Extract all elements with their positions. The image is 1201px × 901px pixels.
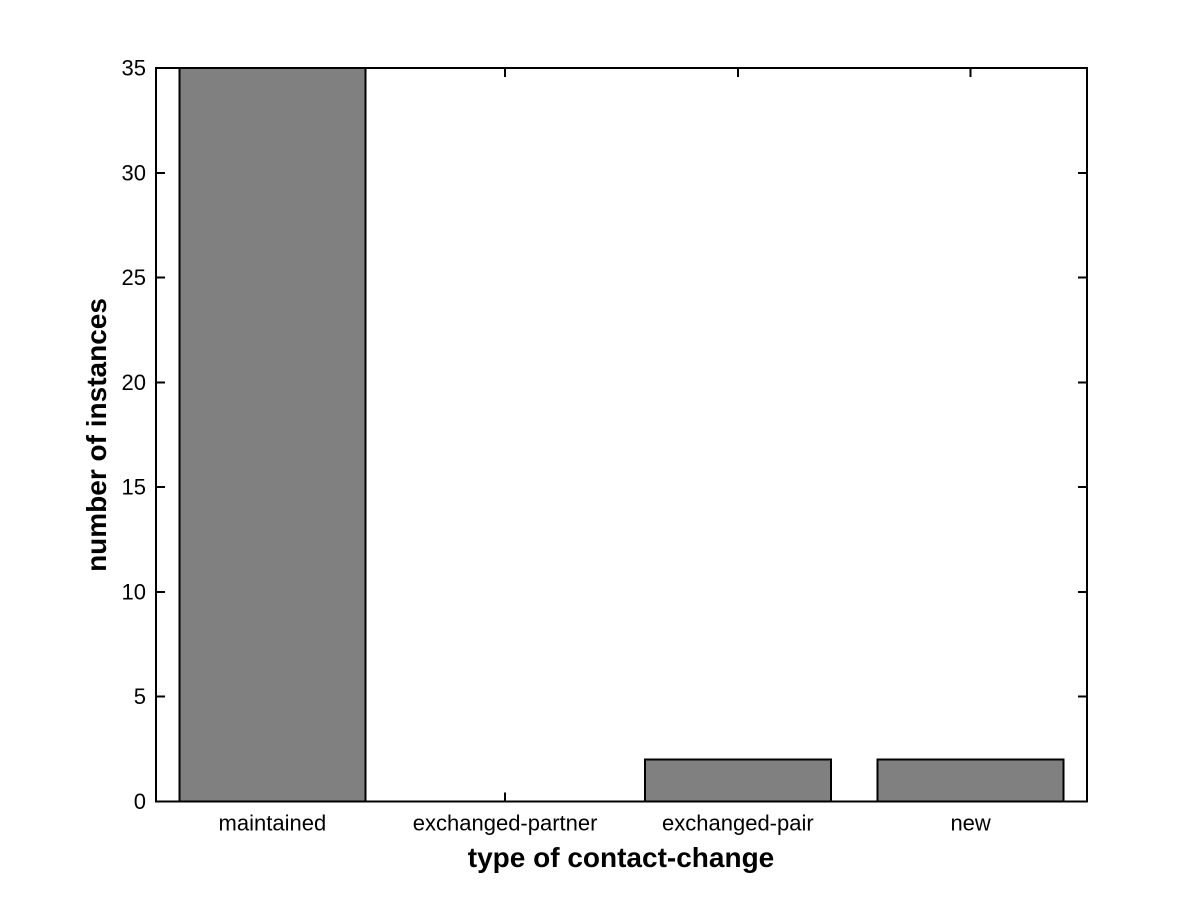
bar-exchanged-pair [643, 758, 832, 803]
y-tick-label: 35 [122, 56, 146, 81]
bar-maintained [178, 67, 367, 803]
y-tick-label: 0 [134, 789, 146, 814]
plot-box [155, 67, 1088, 803]
x-tick-label: exchanged-partner [413, 811, 598, 836]
x-tick-label: new [950, 811, 990, 836]
bar-new [876, 758, 1065, 803]
y-tick-label: 20 [122, 370, 146, 395]
y-tick-label: 10 [122, 579, 146, 604]
y-axis-label: number of instances [81, 298, 112, 572]
x-tick-label: maintained [219, 811, 327, 836]
y-tick-label: 15 [122, 475, 146, 500]
y-tick-label: 30 [122, 160, 146, 185]
x-axis-label: type of contact-change [467, 842, 775, 873]
x-tick-label: exchanged-pair [662, 811, 814, 836]
y-tick-label: 25 [122, 265, 146, 290]
y-tick-label: 5 [134, 684, 146, 709]
